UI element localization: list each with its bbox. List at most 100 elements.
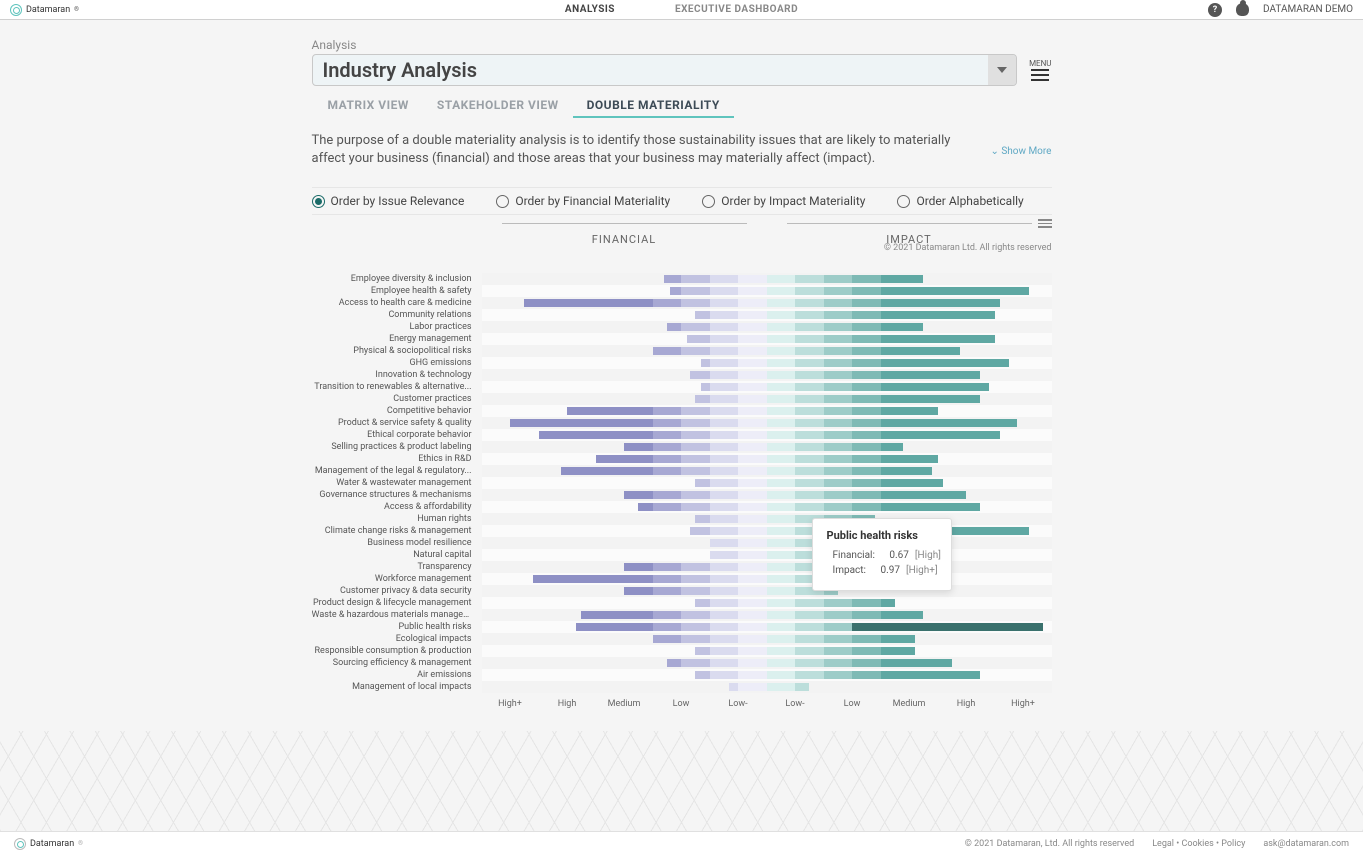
row-bars bbox=[482, 681, 1052, 693]
tab-stakeholder[interactable]: STAKEHOLDER VIEW bbox=[437, 98, 559, 112]
chart-row[interactable]: Ethics in R&D bbox=[312, 453, 1052, 465]
row-label: Sourcing efficiency & management bbox=[312, 658, 482, 668]
row-label: Waste & hazardous materials managem... bbox=[312, 610, 482, 620]
row-bars bbox=[482, 429, 1052, 441]
tab-matrix[interactable]: MATRIX VIEW bbox=[328, 98, 409, 112]
chart-row[interactable]: Sourcing efficiency & management bbox=[312, 657, 1052, 669]
user-label[interactable]: DATAMARAN DEMO bbox=[1263, 4, 1353, 15]
chart-row[interactable]: Selling practices & product labeling bbox=[312, 441, 1052, 453]
radio-icon bbox=[496, 195, 509, 208]
nav-analysis[interactable]: ANALYSIS bbox=[565, 4, 615, 15]
row-label: Human rights bbox=[312, 514, 482, 524]
row-bars bbox=[482, 321, 1052, 333]
chart-row[interactable]: Water & wastewater management bbox=[312, 477, 1052, 489]
brand-name: Datamaran bbox=[26, 5, 70, 15]
row-bars bbox=[482, 609, 1052, 621]
chart-row[interactable]: Product design & lifecycle management bbox=[312, 597, 1052, 609]
sort-options: Order by Issue Relevance Order by Financ… bbox=[312, 187, 1052, 215]
chart-row[interactable]: Access to health care & medicine bbox=[312, 297, 1052, 309]
row-label: Competitive behavior bbox=[312, 406, 482, 416]
row-label: GHG emissions bbox=[312, 358, 482, 368]
row-label: Management of the legal & regulatory... bbox=[312, 466, 482, 476]
row-label: Employee diversity & inclusion bbox=[312, 274, 482, 284]
chevron-down-icon bbox=[997, 67, 1007, 73]
description-text: The purpose of a double materiality anal… bbox=[312, 132, 981, 167]
chart-row[interactable]: Labor practices bbox=[312, 321, 1052, 333]
chart-row[interactable]: Innovation & technology bbox=[312, 369, 1052, 381]
chart-row[interactable]: Governance structures & mechanisms bbox=[312, 489, 1052, 501]
chart-row[interactable]: Transition to renewables & alternative..… bbox=[312, 381, 1052, 393]
chart-row[interactable]: Waste & hazardous materials managem... bbox=[312, 609, 1052, 621]
row-label: Transition to renewables & alternative..… bbox=[312, 382, 482, 392]
menu-label: MENU bbox=[1029, 59, 1051, 68]
row-label: Climate change risks & management bbox=[312, 526, 482, 536]
tooltip: Public health risks Financial: 0.67 [Hig… bbox=[812, 518, 952, 591]
row-label: Air emissions bbox=[312, 670, 482, 680]
row-bars bbox=[482, 489, 1052, 501]
chart-row[interactable]: Community relations bbox=[312, 309, 1052, 321]
chart-row[interactable]: Product & service safety & quality bbox=[312, 417, 1052, 429]
footer-logo[interactable]: Datamaran® bbox=[14, 838, 83, 850]
footer-email[interactable]: ask@datamaran.com bbox=[1263, 839, 1349, 849]
row-label: Labor practices bbox=[312, 322, 482, 332]
row-bars bbox=[482, 441, 1052, 453]
radio-relevance[interactable]: Order by Issue Relevance bbox=[312, 194, 465, 208]
chart-row[interactable]: Physical & sociopolitical risks bbox=[312, 345, 1052, 357]
radio-financial[interactable]: Order by Financial Materiality bbox=[496, 194, 670, 208]
row-bars bbox=[482, 405, 1052, 417]
nav-dashboard[interactable]: EXECUTIVE DASHBOARD bbox=[675, 4, 798, 15]
row-label: Public health risks bbox=[312, 622, 482, 632]
chart-row[interactable]: Employee diversity & inclusion bbox=[312, 273, 1052, 285]
row-label: Access to health care & medicine bbox=[312, 298, 482, 308]
analysis-selector[interactable]: Industry Analysis bbox=[312, 54, 1018, 86]
footer-copyright: © 2021 Datamaran, Ltd. All rights reserv… bbox=[965, 839, 1134, 849]
topbar: Datamaran® ANALYSIS EXECUTIVE DASHBOARD … bbox=[0, 0, 1363, 20]
selector-toggle[interactable] bbox=[988, 55, 1016, 85]
user-icon[interactable] bbox=[1236, 3, 1249, 16]
row-bars bbox=[482, 417, 1052, 429]
chart-row[interactable]: Employee health & safety bbox=[312, 285, 1052, 297]
footer-legal-links[interactable]: Legal • Cookies • Policy bbox=[1152, 839, 1245, 849]
chart-row[interactable]: Management of local impacts bbox=[312, 681, 1052, 693]
analysis-selector-value: Industry Analysis bbox=[323, 58, 478, 82]
page-menu-button[interactable]: MENU bbox=[1029, 59, 1051, 81]
show-more-link[interactable]: Show More bbox=[990, 146, 1051, 157]
chart-row[interactable]: Responsible consumption & production bbox=[312, 645, 1052, 657]
row-bars bbox=[482, 657, 1052, 669]
row-label: Innovation & technology bbox=[312, 370, 482, 380]
row-bars bbox=[482, 633, 1052, 645]
row-label: Selling practices & product labeling bbox=[312, 442, 482, 452]
row-bars bbox=[482, 381, 1052, 393]
tab-double-materiality[interactable]: DOUBLE MATERIALITY bbox=[587, 98, 720, 112]
row-bars bbox=[482, 501, 1052, 513]
row-label: Access & affordability bbox=[312, 502, 482, 512]
row-label: Transparency bbox=[312, 562, 482, 572]
row-bars bbox=[482, 597, 1052, 609]
chart-row[interactable]: Competitive behavior bbox=[312, 405, 1052, 417]
tooltip-title: Public health risks bbox=[827, 529, 937, 542]
radio-impact[interactable]: Order by Impact Materiality bbox=[702, 194, 865, 208]
chart-row[interactable]: Ethical corporate behavior bbox=[312, 429, 1052, 441]
row-bars bbox=[482, 669, 1052, 681]
chart-row[interactable]: Access & affordability bbox=[312, 501, 1052, 513]
row-bars bbox=[482, 357, 1052, 369]
radio-icon bbox=[312, 195, 325, 208]
chart-row[interactable]: Air emissions bbox=[312, 669, 1052, 681]
chart-row[interactable]: GHG emissions bbox=[312, 357, 1052, 369]
chart-row[interactable]: Ecological impacts bbox=[312, 633, 1052, 645]
row-label: Physical & sociopolitical risks bbox=[312, 346, 482, 356]
row-label: Customer privacy & data security bbox=[312, 586, 482, 596]
logo-icon bbox=[10, 4, 22, 16]
chart-row[interactable]: Customer practices bbox=[312, 393, 1052, 405]
background-mesh bbox=[0, 731, 1363, 831]
chart-row[interactable]: Management of the legal & regulatory... bbox=[312, 465, 1052, 477]
row-bars bbox=[482, 549, 1052, 561]
brand-logo[interactable]: Datamaran® bbox=[10, 4, 79, 16]
chart-row[interactable]: Public health risks bbox=[312, 621, 1052, 633]
row-label: Governance structures & mechanisms bbox=[312, 490, 482, 500]
help-icon[interactable]: ? bbox=[1208, 3, 1222, 17]
chart-row[interactable]: Energy management bbox=[312, 333, 1052, 345]
footer: Datamaran® © 2021 Datamaran, Ltd. All ri… bbox=[0, 831, 1363, 855]
logo-icon bbox=[14, 838, 26, 850]
radio-alphabetical[interactable]: Order Alphabetically bbox=[897, 194, 1023, 208]
